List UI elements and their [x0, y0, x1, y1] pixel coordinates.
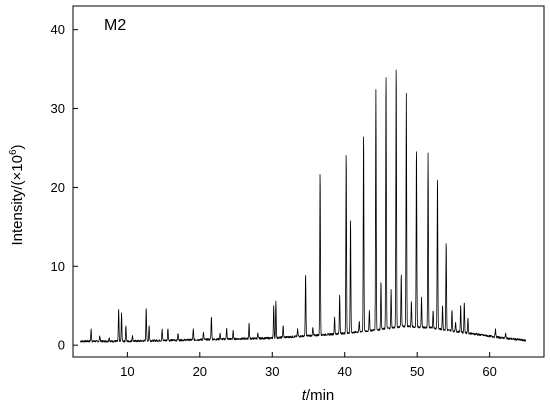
axis-tick-labels: 10 20 30 40 50 60 0 10 20 30 40	[51, 22, 497, 379]
chromatogram-trace	[80, 69, 527, 343]
axis-ticks	[73, 29, 491, 357]
y-tick-label: 20	[51, 180, 65, 195]
x-tick-label: 30	[265, 364, 279, 379]
x-tick-label: 10	[120, 364, 134, 379]
plot-frame	[72, 5, 545, 358]
y-tick-label: 40	[51, 22, 65, 37]
x-axis-title: t/min	[302, 387, 335, 404]
y-tick-label: 0	[58, 338, 65, 353]
y-tick-label: 10	[51, 259, 65, 274]
y-axis-title: Intensity/(×106)	[8, 144, 26, 245]
x-tick-label: 20	[193, 364, 207, 379]
x-tick-label: 40	[337, 364, 351, 379]
x-tick-label: 50	[410, 364, 424, 379]
panel-label: M2	[104, 17, 126, 34]
x-tick-label: 60	[482, 364, 496, 379]
y-tick-label: 30	[51, 101, 65, 116]
